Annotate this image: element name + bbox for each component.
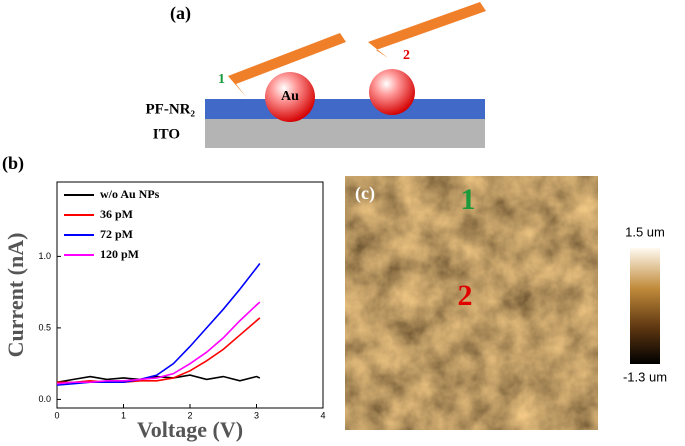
x-tick-label: 0 xyxy=(54,410,59,420)
cantilever xyxy=(368,2,486,58)
afm-image xyxy=(345,176,598,430)
panel-label: (a) xyxy=(170,3,191,24)
au-particle xyxy=(265,72,315,122)
layer-label: PF-NR₂ xyxy=(146,101,196,117)
tip-label: 2 xyxy=(403,48,410,63)
y-tick-label: 0.5 xyxy=(38,322,51,332)
x-tick-label: 1 xyxy=(121,410,126,420)
legend-label: 36 pM xyxy=(100,207,133,221)
x-axis-label: Voltage (V) xyxy=(137,417,243,442)
particle-label: Au xyxy=(281,89,299,104)
colorbar-label: -1.3 um xyxy=(623,369,667,384)
region-label: 1 xyxy=(461,183,476,216)
panel-label: (b) xyxy=(2,153,24,174)
x-tick-label: 4 xyxy=(320,410,325,420)
region-label: 2 xyxy=(458,279,473,312)
legend-label: w/o Au NPs xyxy=(100,187,160,201)
panel-label: (c) xyxy=(355,183,375,204)
x-tick-label: 2 xyxy=(187,410,192,420)
colorbar-label: 1.5 um xyxy=(625,224,665,239)
pf-layer xyxy=(205,99,485,119)
data-line xyxy=(56,301,261,385)
layer-label: ITO xyxy=(153,126,180,142)
y-axis-label: Current (nA) xyxy=(3,233,28,358)
colorbar xyxy=(630,248,660,364)
legend-label: 72 pM xyxy=(100,227,133,241)
data-line xyxy=(56,374,261,384)
au-particle xyxy=(369,69,415,115)
tip-label: 1 xyxy=(218,72,225,87)
y-tick-label: 0.0 xyxy=(38,394,51,404)
legend-label: 120 pM xyxy=(100,247,139,261)
plot-frame xyxy=(56,181,324,409)
cantilever xyxy=(228,33,346,98)
data-line xyxy=(56,263,261,386)
data-line xyxy=(57,317,261,384)
y-tick-label: 1.0 xyxy=(38,251,51,261)
ito-layer xyxy=(205,119,485,148)
chart: (b) 0 1 2 3 4 0.0 0.5 1.0 Voltage (V) Current (nA)… xyxy=(2,153,326,442)
x-tick-label: 3 xyxy=(254,410,259,420)
